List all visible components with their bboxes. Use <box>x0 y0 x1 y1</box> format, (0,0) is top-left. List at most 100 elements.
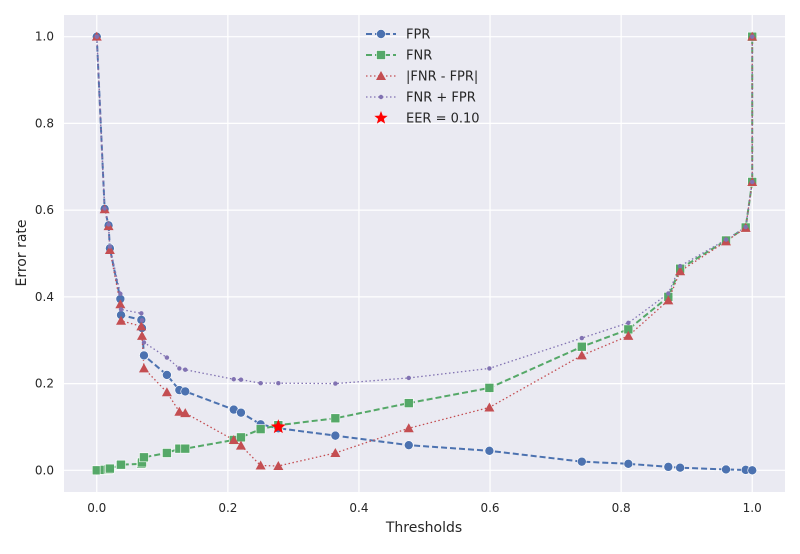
y-tick-label: 0.2 <box>35 377 54 391</box>
data-point-fnr-fpr <box>750 34 755 39</box>
data-point-fnr-fpr <box>136 330 147 340</box>
data-point-fnr-fpr <box>115 299 126 309</box>
data-point-fpr <box>236 407 246 418</box>
data-point-fnr-fpr <box>136 321 147 331</box>
data-point-fnr-fpr <box>333 381 338 386</box>
legend: FPR FNR |FNR - FPR| FNR + FPR EER = 0.10 <box>366 28 480 127</box>
y-tick-label: 0.0 <box>35 463 54 477</box>
data-point-fnr-fpr <box>487 366 492 371</box>
data-point-fpr <box>721 464 731 475</box>
legend-marker <box>378 94 384 100</box>
data-point-fnr-fpr <box>161 387 172 397</box>
x-axis-label: Thresholds <box>385 520 462 536</box>
data-point-fnr-fpr <box>138 363 149 373</box>
data-point-fnr-fpr <box>228 434 239 444</box>
data-point-fnr-fpr <box>677 263 683 269</box>
legend-item-fnr: FNR <box>366 49 432 64</box>
data-point-fnr-fpr <box>102 206 107 211</box>
data-point-fnr-fpr <box>116 315 127 325</box>
data-point-fnr-fpr <box>139 318 145 323</box>
data-point-fnr-fpr <box>273 460 284 470</box>
data-point-fpr <box>139 350 149 361</box>
legend-label: FNR <box>406 49 432 64</box>
data-point-fnr-fpr <box>276 380 281 386</box>
data-point-fnr <box>162 448 172 458</box>
data-point-fnr-fpr <box>743 224 748 230</box>
data-point-fnr-fpr <box>576 350 587 360</box>
data-point-fnr <box>484 383 495 393</box>
data-point-fpr <box>675 462 685 473</box>
data-point-fnr-fpr <box>94 34 99 39</box>
data-point-fnr-fpr <box>177 366 182 371</box>
legend-item-eer-0-10: EER = 0.10 <box>374 111 480 127</box>
legend-marker <box>376 71 386 80</box>
data-point-fnr <box>236 432 246 443</box>
legend-item-fnr-fpr: |FNR - FPR| <box>366 70 478 85</box>
data-point-fnr-fpr <box>183 367 188 372</box>
data-point-fnr-fpr <box>675 266 686 276</box>
legend-marker <box>376 50 386 60</box>
plot-area <box>64 15 785 492</box>
data-point-fnr <box>105 463 115 474</box>
data-point-fnr-fpr <box>623 330 634 340</box>
legend-item-fnr-fpr: FNR + FPR <box>366 91 476 106</box>
data-point-fnr-fpr <box>579 335 585 341</box>
data-point-fnr <box>577 341 587 352</box>
data-point-fnr-fpr <box>663 295 674 305</box>
data-point-fnr-fpr <box>484 402 495 412</box>
data-point-fnr-fpr <box>104 245 115 255</box>
legend-label: FNR + FPR <box>406 91 476 106</box>
x-tick-label: 0.6 <box>480 501 499 515</box>
data-point-fpr <box>180 386 191 397</box>
legend-item-fpr: FPR <box>366 28 430 43</box>
data-point-fnr-fpr <box>141 340 147 345</box>
data-point-fnr <box>139 452 149 463</box>
data-point-fnr-fpr <box>723 237 729 242</box>
data-point-fnr-fpr <box>750 179 755 185</box>
y-tick-label: 1.0 <box>35 30 54 44</box>
legend-label: EER = 0.10 <box>406 112 480 127</box>
x-tick-label: 1.0 <box>743 501 762 515</box>
legend-marker <box>376 29 386 39</box>
data-point-fnr-fpr <box>180 408 191 418</box>
data-point-fnr-fpr <box>235 440 246 450</box>
data-point-fpr <box>162 370 172 380</box>
y-tick-label: 0.4 <box>35 290 54 304</box>
data-point-fnr-fpr <box>258 380 263 386</box>
eer-star-marker <box>271 419 286 434</box>
data-point-fnr-fpr <box>118 291 123 297</box>
y-tick-label: 0.8 <box>35 116 54 130</box>
data-point-fpr <box>663 462 674 472</box>
data-point-fnr <box>330 413 341 424</box>
data-point-fnr-fpr <box>255 460 266 470</box>
data-point-fnr-fpr <box>118 307 124 312</box>
data-point-fpr <box>747 465 758 476</box>
data-point-fnr-fpr <box>106 222 111 227</box>
data-point-fnr <box>116 459 126 470</box>
data-point-fnr-fpr <box>626 320 631 326</box>
y-tick-label: 0.6 <box>35 203 54 217</box>
data-point-fnr-fpr <box>238 377 244 382</box>
data-point-fnr <box>180 443 191 454</box>
legend-label: FPR <box>406 28 430 43</box>
data-point-fnr-fpr <box>107 244 113 249</box>
y-axis-label: Error rate <box>14 219 30 286</box>
data-point-fnr <box>255 424 266 434</box>
data-point-fnr-fpr <box>666 291 671 296</box>
data-point-fpr <box>330 430 341 441</box>
data-point-fnr-fpr <box>406 375 411 381</box>
data-point-fnr-fpr <box>330 447 341 457</box>
legend-marker <box>374 111 388 124</box>
data-point-fnr-fpr <box>231 377 236 382</box>
data-point-fpr <box>623 459 634 469</box>
data-point-fpr <box>577 456 587 467</box>
data-point-fnr-fpr <box>139 311 144 316</box>
x-tick-label: 0.4 <box>349 501 368 515</box>
data-point-fpr <box>484 446 495 456</box>
x-tick-label: 0.8 <box>612 501 631 515</box>
x-tick-label: 0.0 <box>87 501 106 515</box>
data-point-fpr <box>403 440 414 450</box>
data-point-fnr-fpr <box>174 406 185 416</box>
